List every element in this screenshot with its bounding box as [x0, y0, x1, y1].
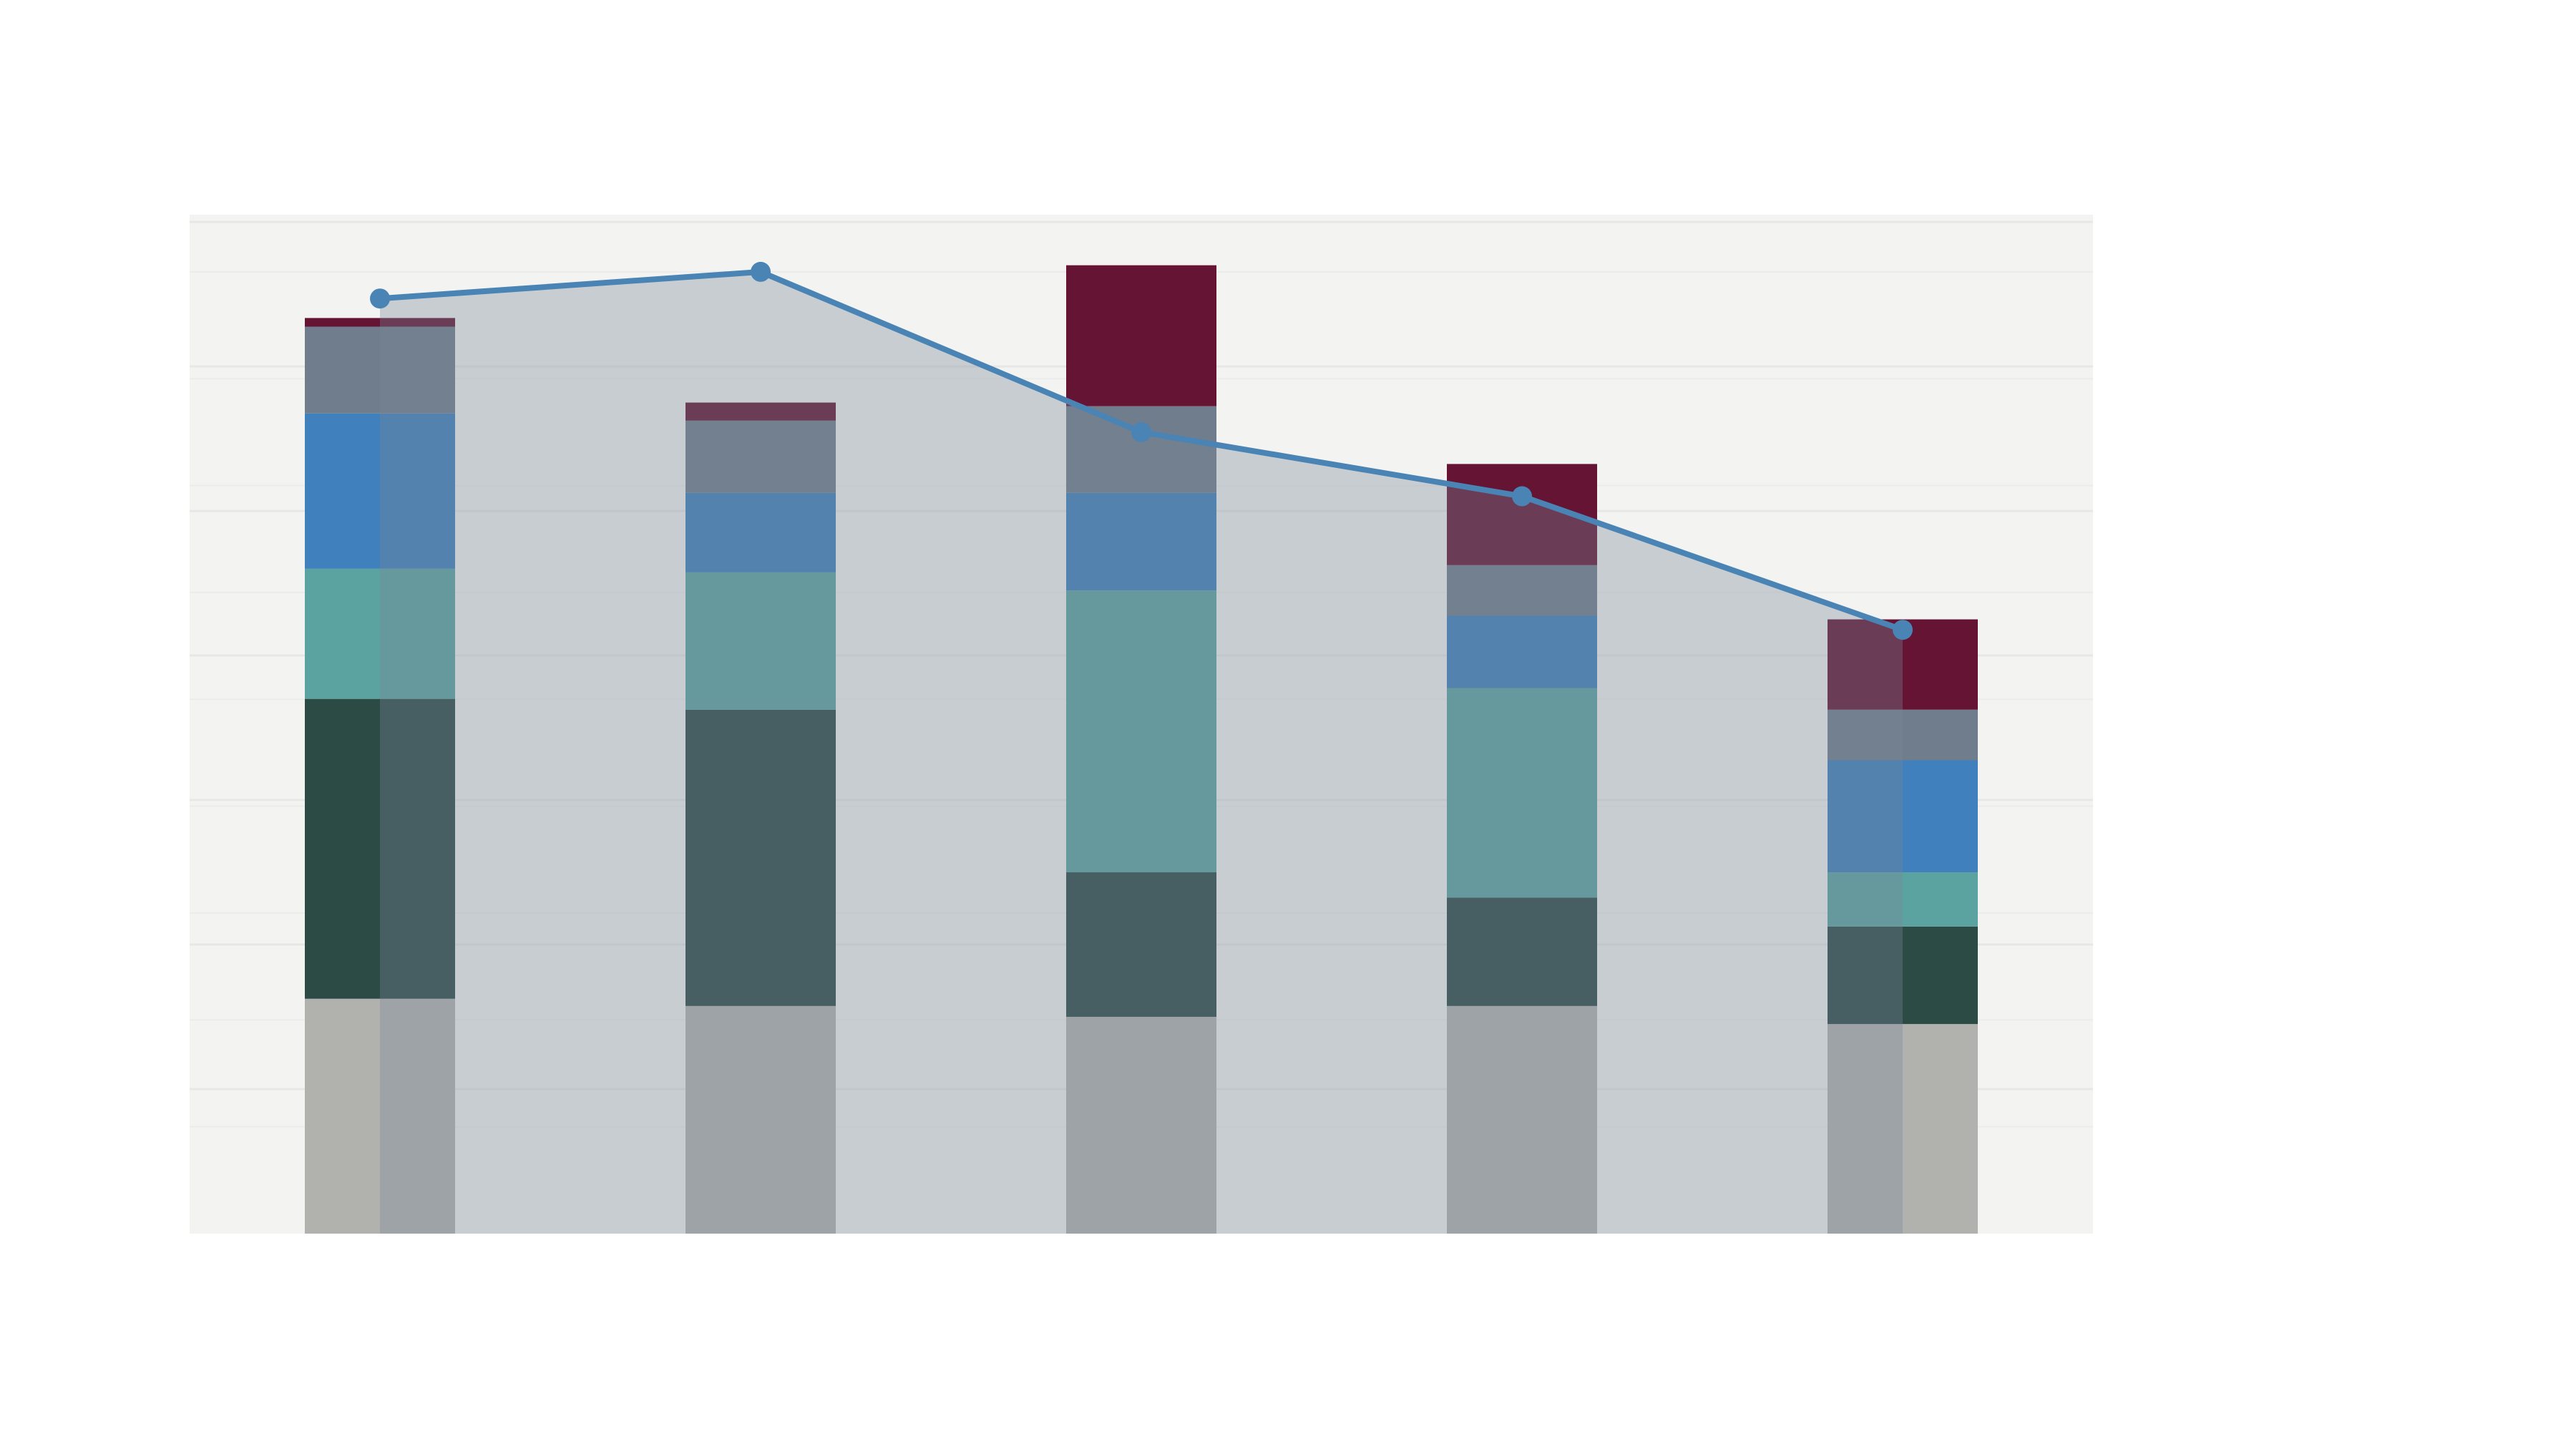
bar-2022-estonia[interactable]	[1066, 590, 1216, 873]
hhi-point-2023[interactable]	[1512, 486, 1532, 507]
bar-2023-germany[interactable]	[1447, 565, 1597, 616]
bar-2024-germany[interactable]	[1828, 709, 1978, 761]
bar-2022-spain[interactable]	[1066, 265, 1216, 406]
bar-2024-estonia[interactable]	[1828, 872, 1978, 927]
bar-2024-others[interactable]	[1828, 1024, 1978, 1234]
bar-2021-others[interactable]	[686, 1005, 836, 1234]
hhi-point-2020[interactable]	[370, 288, 390, 309]
hhi-point-2024[interactable]	[1893, 620, 1913, 640]
bar-2021-estonia[interactable]	[686, 572, 836, 710]
bar-2020-germany[interactable]	[305, 326, 455, 414]
bar-2020-others[interactable]	[305, 998, 455, 1234]
bar-2024-sweden[interactable]	[1828, 926, 1978, 1025]
bar-2023-estonia[interactable]	[1447, 688, 1597, 898]
bar-2022-sweden[interactable]	[1066, 872, 1216, 1018]
bar-2020-sweden[interactable]	[305, 698, 455, 999]
bar-2024-poland[interactable]	[1828, 760, 1978, 873]
bar-2020-spain[interactable]	[305, 318, 455, 327]
bar-2021-spain[interactable]	[686, 402, 836, 421]
hhi-point-2021[interactable]	[751, 261, 771, 282]
bar-2023-sweden[interactable]	[1447, 897, 1597, 1006]
bar-2021-sweden[interactable]	[686, 709, 836, 1006]
bar-2020-estonia[interactable]	[305, 568, 455, 699]
bar-2022-others[interactable]	[1066, 1017, 1216, 1234]
bar-2022-germany[interactable]	[1066, 406, 1216, 493]
bar-2021-poland[interactable]	[686, 492, 836, 572]
hhi-area-fill	[380, 271, 1903, 1234]
bar-2021-germany[interactable]	[686, 420, 836, 493]
bar-2023-poland[interactable]	[1447, 615, 1597, 688]
bar-2020-poland[interactable]	[305, 413, 455, 569]
bar-2022-poland[interactable]	[1066, 492, 1216, 591]
hhi-point-2022[interactable]	[1131, 421, 1151, 442]
bar-2023-others[interactable]	[1447, 1005, 1597, 1234]
